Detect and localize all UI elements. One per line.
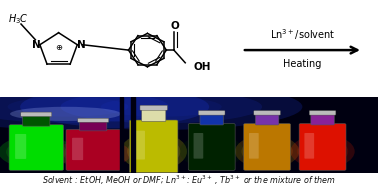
FancyBboxPatch shape — [21, 112, 52, 117]
FancyBboxPatch shape — [140, 105, 167, 110]
Ellipse shape — [0, 136, 74, 168]
Text: $\oplus$: $\oplus$ — [55, 43, 64, 52]
Bar — [131, 97, 135, 173]
Ellipse shape — [60, 90, 262, 123]
Ellipse shape — [297, 138, 348, 165]
FancyBboxPatch shape — [130, 120, 178, 173]
Ellipse shape — [242, 138, 293, 165]
FancyBboxPatch shape — [249, 133, 259, 159]
Text: Solvent : EtOH, MeOH or DMF; Ln$^{3+}$: Eu$^{3+}$ , Tb$^{3+}$ or the mixture of : Solvent : EtOH, MeOH or DMF; Ln$^{3+}$: … — [42, 173, 336, 187]
Text: N: N — [32, 40, 40, 50]
FancyBboxPatch shape — [254, 111, 280, 115]
FancyBboxPatch shape — [78, 118, 109, 122]
FancyBboxPatch shape — [188, 124, 235, 170]
Ellipse shape — [8, 97, 129, 117]
Ellipse shape — [186, 138, 237, 165]
Ellipse shape — [127, 136, 180, 167]
FancyBboxPatch shape — [66, 129, 121, 170]
FancyBboxPatch shape — [309, 111, 336, 115]
FancyBboxPatch shape — [299, 124, 346, 170]
Ellipse shape — [0, 90, 169, 123]
FancyBboxPatch shape — [80, 121, 107, 131]
FancyBboxPatch shape — [198, 111, 225, 115]
FancyBboxPatch shape — [23, 116, 50, 126]
FancyBboxPatch shape — [304, 133, 314, 159]
FancyBboxPatch shape — [72, 138, 83, 160]
Ellipse shape — [246, 140, 288, 163]
Text: N: N — [77, 40, 85, 50]
FancyBboxPatch shape — [311, 114, 334, 125]
Ellipse shape — [0, 84, 209, 130]
Text: OH: OH — [194, 62, 211, 72]
Ellipse shape — [101, 97, 222, 117]
Ellipse shape — [190, 140, 233, 163]
Text: $H_3C$: $H_3C$ — [8, 12, 29, 26]
Ellipse shape — [290, 135, 355, 168]
Ellipse shape — [56, 139, 131, 168]
FancyBboxPatch shape — [244, 124, 291, 170]
Ellipse shape — [301, 140, 344, 163]
Ellipse shape — [121, 132, 187, 170]
Bar — [120, 97, 123, 173]
FancyBboxPatch shape — [142, 109, 166, 122]
Ellipse shape — [6, 139, 67, 165]
Ellipse shape — [11, 141, 62, 163]
Ellipse shape — [235, 135, 299, 168]
FancyBboxPatch shape — [135, 131, 145, 160]
FancyBboxPatch shape — [256, 114, 279, 125]
Ellipse shape — [180, 135, 244, 168]
Ellipse shape — [10, 107, 121, 121]
FancyBboxPatch shape — [200, 114, 223, 125]
Text: Ln$^{3+}$/solvent: Ln$^{3+}$/solvent — [270, 28, 335, 43]
Text: Heating: Heating — [283, 59, 322, 69]
Ellipse shape — [132, 139, 176, 164]
Ellipse shape — [63, 142, 124, 166]
FancyBboxPatch shape — [9, 125, 64, 170]
Ellipse shape — [68, 144, 118, 163]
Text: O: O — [170, 21, 179, 31]
FancyBboxPatch shape — [194, 133, 203, 159]
Ellipse shape — [20, 84, 302, 130]
FancyBboxPatch shape — [15, 134, 26, 159]
